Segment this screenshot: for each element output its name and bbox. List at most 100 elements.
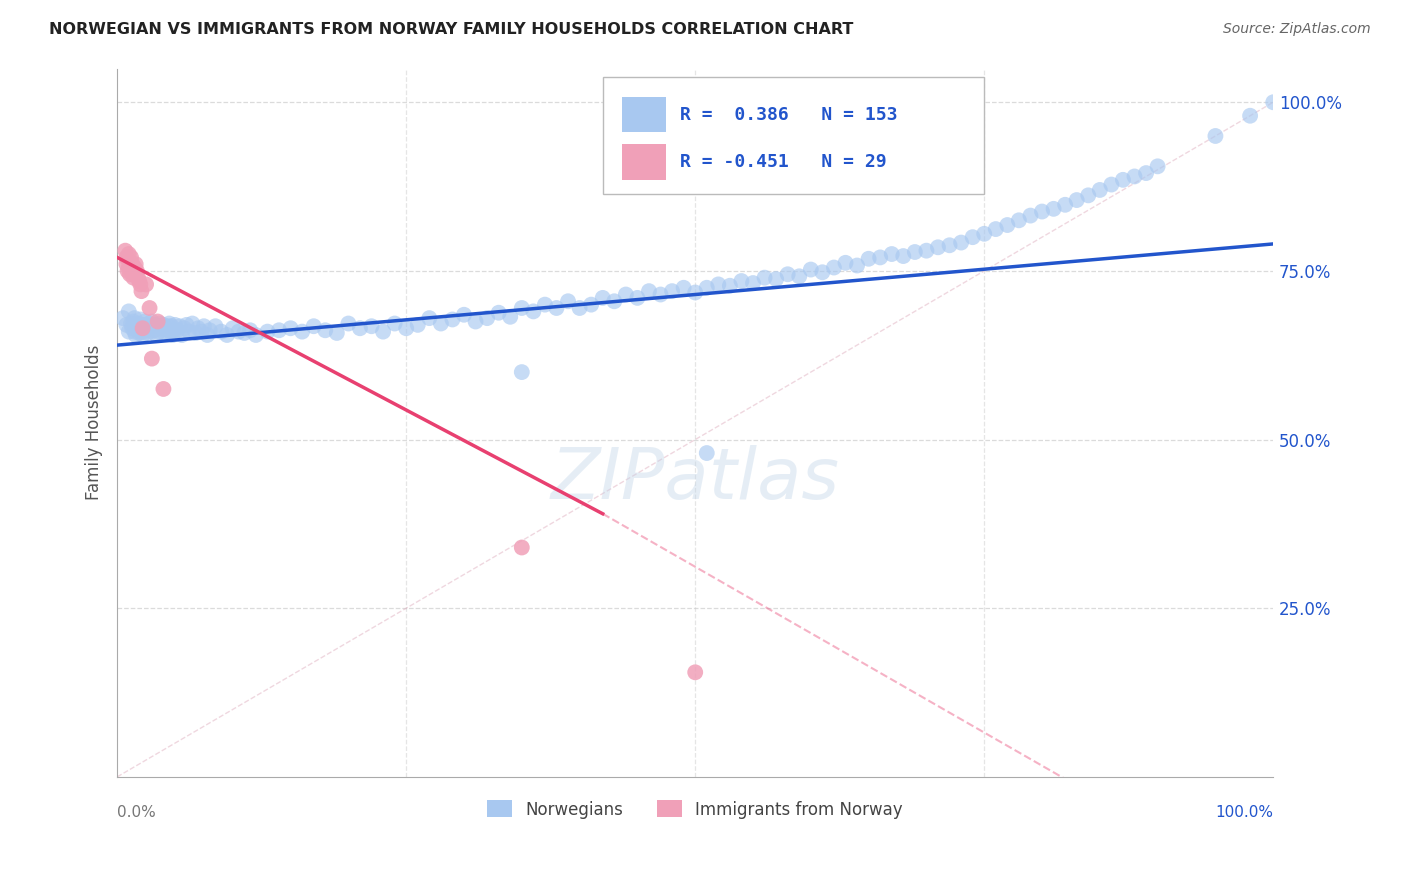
Point xyxy=(159,325,181,339)
Point xyxy=(141,314,163,328)
Point xyxy=(626,291,648,305)
Point xyxy=(176,318,198,332)
Text: R =  0.386   N = 153: R = 0.386 N = 153 xyxy=(681,105,897,124)
FancyBboxPatch shape xyxy=(603,77,984,194)
Point xyxy=(661,284,683,298)
Point xyxy=(891,249,914,263)
Point xyxy=(139,319,162,334)
Text: ZIPatlas: ZIPatlas xyxy=(551,445,839,514)
Point xyxy=(742,276,765,290)
Point xyxy=(1031,204,1053,219)
Point xyxy=(314,323,336,337)
Point xyxy=(170,328,193,343)
Point xyxy=(138,317,160,331)
Legend: Norwegians, Immigrants from Norway: Norwegians, Immigrants from Norway xyxy=(481,794,910,825)
Point xyxy=(787,269,810,284)
Point xyxy=(510,365,533,379)
Point xyxy=(173,321,195,335)
Point xyxy=(141,325,163,339)
Point xyxy=(995,218,1018,232)
Point xyxy=(291,325,314,339)
Point xyxy=(128,274,150,288)
Point xyxy=(122,270,145,285)
Point xyxy=(193,319,215,334)
Text: R = -0.451   N = 29: R = -0.451 N = 29 xyxy=(681,153,887,171)
Point xyxy=(256,325,278,339)
Point xyxy=(150,319,173,334)
Point xyxy=(138,301,160,315)
Point xyxy=(1099,178,1122,192)
Point xyxy=(152,382,174,396)
Point xyxy=(121,257,143,271)
Point xyxy=(195,328,218,343)
Point xyxy=(134,314,156,328)
Point xyxy=(650,287,672,301)
Point xyxy=(132,319,155,334)
Point xyxy=(177,325,200,339)
Point xyxy=(326,326,349,340)
Point xyxy=(143,323,166,337)
Point xyxy=(131,284,153,298)
Point xyxy=(245,328,267,343)
Point xyxy=(302,319,325,334)
Point xyxy=(122,314,145,328)
Text: NORWEGIAN VS IMMIGRANTS FROM NORWAY FAMILY HOUSEHOLDS CORRELATION CHART: NORWEGIAN VS IMMIGRANTS FROM NORWAY FAMI… xyxy=(49,22,853,37)
Point xyxy=(430,317,453,331)
Point xyxy=(121,265,143,279)
Point xyxy=(349,321,371,335)
Point xyxy=(418,311,440,326)
Point xyxy=(150,321,173,335)
Point xyxy=(148,325,170,339)
Point xyxy=(125,257,148,271)
Point xyxy=(534,298,557,312)
Point xyxy=(118,260,141,275)
Point xyxy=(120,251,142,265)
Text: Source: ZipAtlas.com: Source: ZipAtlas.com xyxy=(1223,22,1371,37)
Point xyxy=(124,267,146,281)
Point xyxy=(117,264,139,278)
Point xyxy=(557,294,579,309)
Point xyxy=(228,325,250,339)
Point xyxy=(115,251,138,265)
Point xyxy=(280,321,302,335)
Point xyxy=(166,323,188,337)
Point xyxy=(1204,128,1226,143)
Point xyxy=(118,304,141,318)
Point xyxy=(131,325,153,339)
Point xyxy=(707,277,730,292)
Point xyxy=(136,326,159,340)
Point xyxy=(869,251,891,265)
Point xyxy=(1008,213,1031,227)
Point xyxy=(522,304,544,318)
Point xyxy=(160,319,183,334)
Point xyxy=(510,301,533,315)
Point xyxy=(131,318,153,332)
Point xyxy=(125,319,148,334)
Point xyxy=(129,321,152,335)
Point xyxy=(157,319,180,334)
Point xyxy=(1042,202,1064,216)
Point xyxy=(152,318,174,332)
Point xyxy=(962,230,984,244)
Point xyxy=(510,541,533,555)
Point xyxy=(124,325,146,339)
Point xyxy=(1135,166,1157,180)
Point xyxy=(146,319,169,334)
Point xyxy=(915,244,938,258)
Point xyxy=(1123,169,1146,184)
Point xyxy=(696,446,718,460)
Point xyxy=(198,323,221,337)
Point xyxy=(267,323,290,337)
Point xyxy=(880,247,903,261)
Point xyxy=(129,312,152,326)
Point xyxy=(696,281,718,295)
Point xyxy=(823,260,845,275)
Point xyxy=(209,325,232,339)
Point xyxy=(568,301,591,315)
Point xyxy=(683,665,706,680)
Point xyxy=(118,253,141,268)
Point xyxy=(129,277,152,292)
Point xyxy=(131,328,153,343)
Point xyxy=(187,321,209,335)
Point xyxy=(118,325,141,339)
